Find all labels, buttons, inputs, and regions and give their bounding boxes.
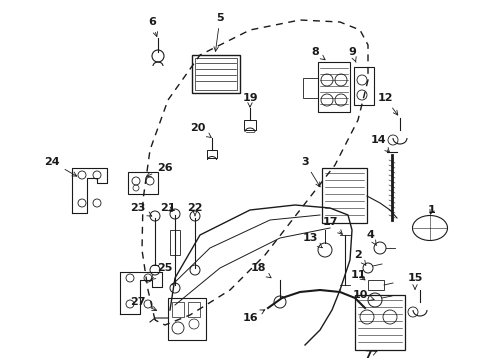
Text: 13: 13	[302, 233, 322, 248]
Text: 3: 3	[301, 157, 320, 187]
Text: 15: 15	[407, 273, 422, 289]
Bar	[168, 298, 205, 340]
Bar	[128, 172, 158, 194]
Bar	[354, 295, 404, 350]
Text: 2: 2	[353, 250, 365, 265]
Text: 11: 11	[349, 270, 365, 280]
Text: 19: 19	[242, 93, 257, 107]
Text: 8: 8	[310, 47, 325, 60]
Text: 16: 16	[242, 310, 264, 323]
Text: 5: 5	[213, 13, 224, 51]
Text: 7: 7	[364, 350, 376, 360]
Text: 14: 14	[369, 135, 388, 152]
Bar	[321, 168, 366, 223]
Bar	[187, 302, 200, 317]
Bar	[170, 230, 180, 255]
Text: 26: 26	[146, 163, 172, 177]
Bar	[367, 280, 383, 290]
Text: 20: 20	[190, 123, 211, 138]
Bar	[353, 67, 373, 105]
Bar	[206, 150, 217, 158]
Bar	[303, 78, 317, 98]
Text: 21: 21	[160, 203, 175, 213]
Text: 25: 25	[151, 263, 172, 280]
Text: 10: 10	[351, 290, 373, 300]
Bar	[317, 62, 349, 112]
Bar	[172, 302, 183, 317]
Text: 12: 12	[376, 93, 397, 115]
Bar	[244, 120, 256, 130]
Text: 9: 9	[347, 47, 355, 62]
Text: 4: 4	[366, 230, 376, 245]
Text: 17: 17	[322, 217, 342, 234]
Text: 1: 1	[427, 205, 435, 215]
Bar	[192, 55, 240, 93]
Text: 22: 22	[187, 203, 203, 216]
Text: 6: 6	[148, 17, 157, 36]
Text: 24: 24	[44, 157, 77, 176]
Text: 27: 27	[130, 297, 156, 311]
Text: 18: 18	[250, 263, 270, 278]
Bar	[195, 58, 237, 90]
Text: 23: 23	[130, 203, 151, 216]
